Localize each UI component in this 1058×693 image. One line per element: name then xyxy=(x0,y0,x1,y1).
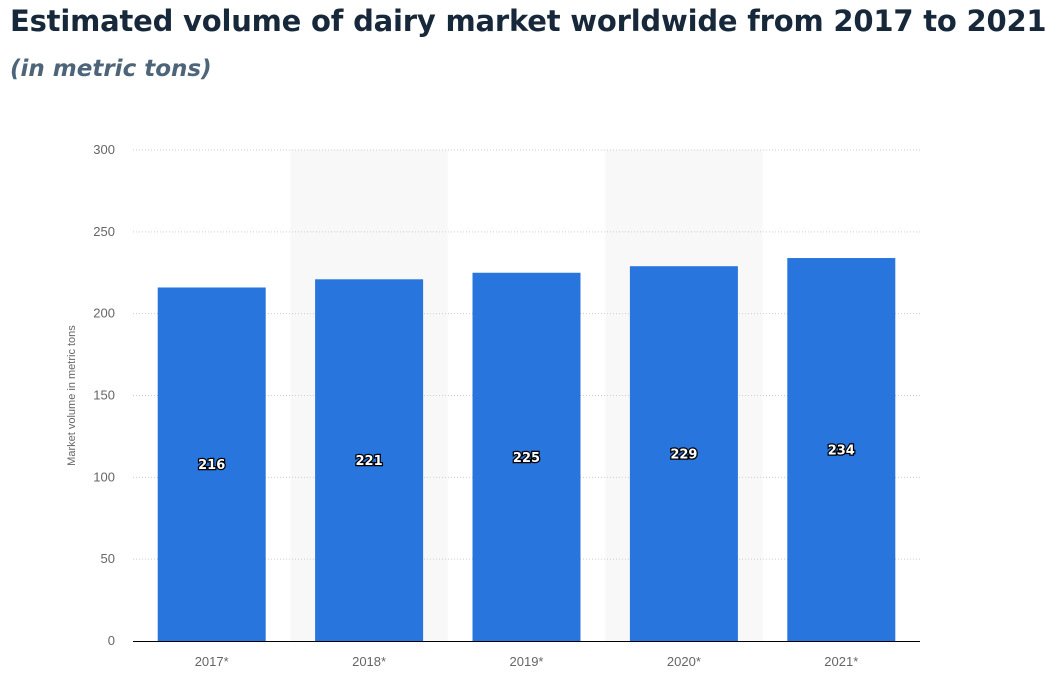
bar[interactable] xyxy=(629,266,738,641)
y-tick-label: 300 xyxy=(93,142,115,157)
data-labels: 216 221 225 229 234 xyxy=(197,442,856,474)
chart-title: Estimated volume of dairy market worldwi… xyxy=(10,4,1047,38)
x-tick-label: 2018* xyxy=(352,654,386,669)
y-tick-label: 0 xyxy=(108,633,115,648)
y-axis-title: Market volume in metric tons xyxy=(66,325,78,466)
data-label: 234 xyxy=(828,444,855,459)
bar[interactable] xyxy=(157,287,266,641)
data-label: 221 xyxy=(356,454,383,469)
y-axis-ticks: 0 50 100 150 200 250 300 xyxy=(93,142,115,648)
y-tick-label: 150 xyxy=(93,388,115,403)
data-label: 225 xyxy=(513,451,540,466)
bars xyxy=(157,258,896,641)
y-tick-label: 250 xyxy=(93,224,115,239)
bar[interactable] xyxy=(472,272,581,641)
x-tick-label: 2017* xyxy=(195,654,229,669)
data-label: 216 xyxy=(198,458,225,473)
y-tick-label: 50 xyxy=(101,551,115,566)
x-axis-ticks: 2017* 2018* 2019* 2020* 2021* xyxy=(195,654,859,669)
x-tick-label: 2021* xyxy=(824,654,858,669)
data-label: 229 xyxy=(670,448,697,463)
y-tick-label: 200 xyxy=(93,306,115,321)
bar[interactable] xyxy=(787,258,896,641)
bar[interactable] xyxy=(315,279,424,641)
chart-subtitle: (in metric tons) xyxy=(10,56,212,82)
x-tick-label: 2019* xyxy=(510,654,544,669)
y-tick-label: 100 xyxy=(93,469,115,484)
x-tick-label: 2020* xyxy=(667,654,701,669)
